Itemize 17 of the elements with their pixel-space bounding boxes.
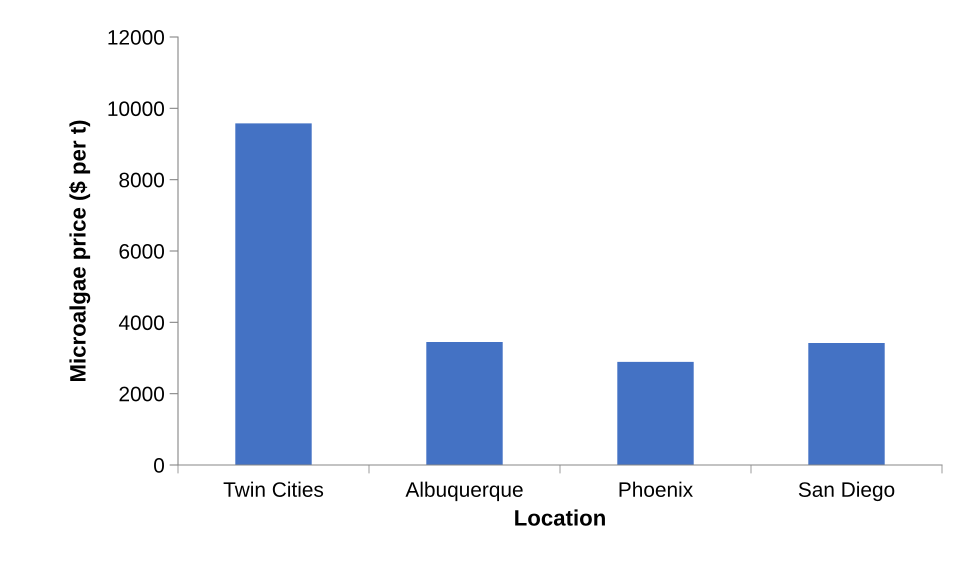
x-tick-label: Albuquerque — [405, 482, 523, 502]
y-tick-label: 8000 — [119, 172, 164, 188]
bar — [808, 343, 885, 465]
bar — [617, 362, 694, 465]
y-tick-label: 6000 — [120, 244, 164, 259]
x-axis-title: Location — [515, 509, 605, 526]
bar — [235, 123, 312, 465]
y-tick-label: 10000 — [108, 101, 164, 116]
x-tick-label: Twin Cities — [224, 482, 324, 497]
x-tick-label: San Diego — [798, 482, 894, 502]
bar — [426, 342, 503, 465]
y-tick-label: 4000 — [118, 315, 164, 330]
y-tick-label: 0 — [154, 458, 164, 473]
y-axis-title: Microalgae price ($ per t) — [69, 120, 90, 382]
x-tick-label: Phoenix — [620, 482, 693, 497]
y-tick-label: 2000 — [120, 386, 164, 402]
y-tick-label: 12000 — [108, 30, 164, 45]
